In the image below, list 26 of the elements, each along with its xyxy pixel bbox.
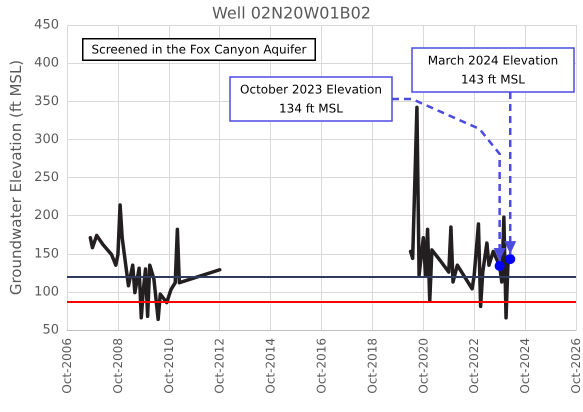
annotation: October 2023 Elevation 134 ft MSL xyxy=(240,82,382,116)
y-tick-label: 50 xyxy=(42,322,59,338)
x-tick-label: Oct-2020 xyxy=(416,338,430,394)
annotation: Screened in the Fox Canyon Aquifer xyxy=(92,42,307,56)
y-tick-label: 450 xyxy=(34,18,59,32)
y-tick-label: 350 xyxy=(34,94,59,109)
y-axis-title: Groundwater Elevation (ft MSL) xyxy=(6,60,25,296)
x-tick-label: Oct-2010 xyxy=(162,338,176,394)
x-tick-label: Oct-2018 xyxy=(365,338,380,394)
y-tick-label: 100 xyxy=(34,284,59,300)
x-tick-label: Oct-2016 xyxy=(314,338,329,394)
x-tick-label: Oct-2006 xyxy=(60,338,74,394)
x-tick-label: Oct-2024 xyxy=(518,338,532,394)
x-tick-label: Oct-2014 xyxy=(264,338,278,394)
y-tick-label: 150 xyxy=(34,246,59,262)
y-tick-label: 200 xyxy=(34,208,59,224)
x-tick-label: Oct-2012 xyxy=(212,338,227,394)
y-tick-label: 300 xyxy=(34,132,59,147)
chart-title: Well 02N20W01B02 xyxy=(212,4,371,22)
line-series xyxy=(88,203,222,322)
x-tick-label: Oct-2022 xyxy=(467,338,482,394)
y-tick-label: 250 xyxy=(34,170,59,185)
x-tick-label: Oct-2026 xyxy=(569,338,583,394)
x-tick-label: Oct-2008 xyxy=(110,338,125,394)
annotation: March 2024 Elevation 143 ft MSL xyxy=(428,54,558,86)
y-tick-label: 400 xyxy=(34,56,59,71)
